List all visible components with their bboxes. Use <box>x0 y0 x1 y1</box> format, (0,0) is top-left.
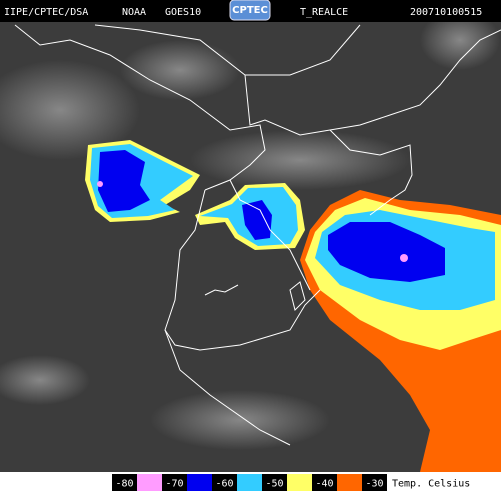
legend-label: -30 <box>365 479 383 490</box>
satellite-label: GOES10 <box>165 7 201 18</box>
source-label: IIPE/CPTEC/DSA <box>4 7 88 18</box>
legend-unit: Temp. Celsius <box>392 479 470 490</box>
legend-label-box <box>262 474 287 491</box>
legend-label: -50 <box>265 479 283 490</box>
cold-cloud-west <box>85 140 200 222</box>
legend-label: -40 <box>315 479 333 490</box>
logo-text: CPTEC <box>232 5 268 16</box>
legend-swatch <box>137 474 162 491</box>
logo-badge <box>229 0 271 21</box>
legend-swatch <box>287 474 312 491</box>
cold-cloud-east <box>300 190 501 472</box>
legend-swatch <box>187 474 212 491</box>
legend-swatch <box>237 474 262 491</box>
boundaries <box>14 24 501 446</box>
product-label: T_REALCE <box>300 7 348 18</box>
legend-label-box <box>212 474 237 491</box>
agency-label: NOAA <box>122 7 146 18</box>
legend-swatch <box>337 474 362 491</box>
timestamp-label: 200710100515 <box>410 7 482 18</box>
legend-label-box <box>112 474 137 491</box>
legend-label: -60 <box>215 479 233 490</box>
legend-label-box <box>162 474 187 491</box>
temperature-legend: -80 -70 -60 -50 -40 -30 Temp. Celsius <box>112 474 470 491</box>
legend-label: -70 <box>165 479 183 490</box>
legend-label-box <box>362 474 387 491</box>
cold-cloud-central <box>195 183 305 250</box>
legend-label: -80 <box>115 479 133 490</box>
cloud-haze <box>0 10 500 450</box>
legend-label-box <box>312 474 337 491</box>
